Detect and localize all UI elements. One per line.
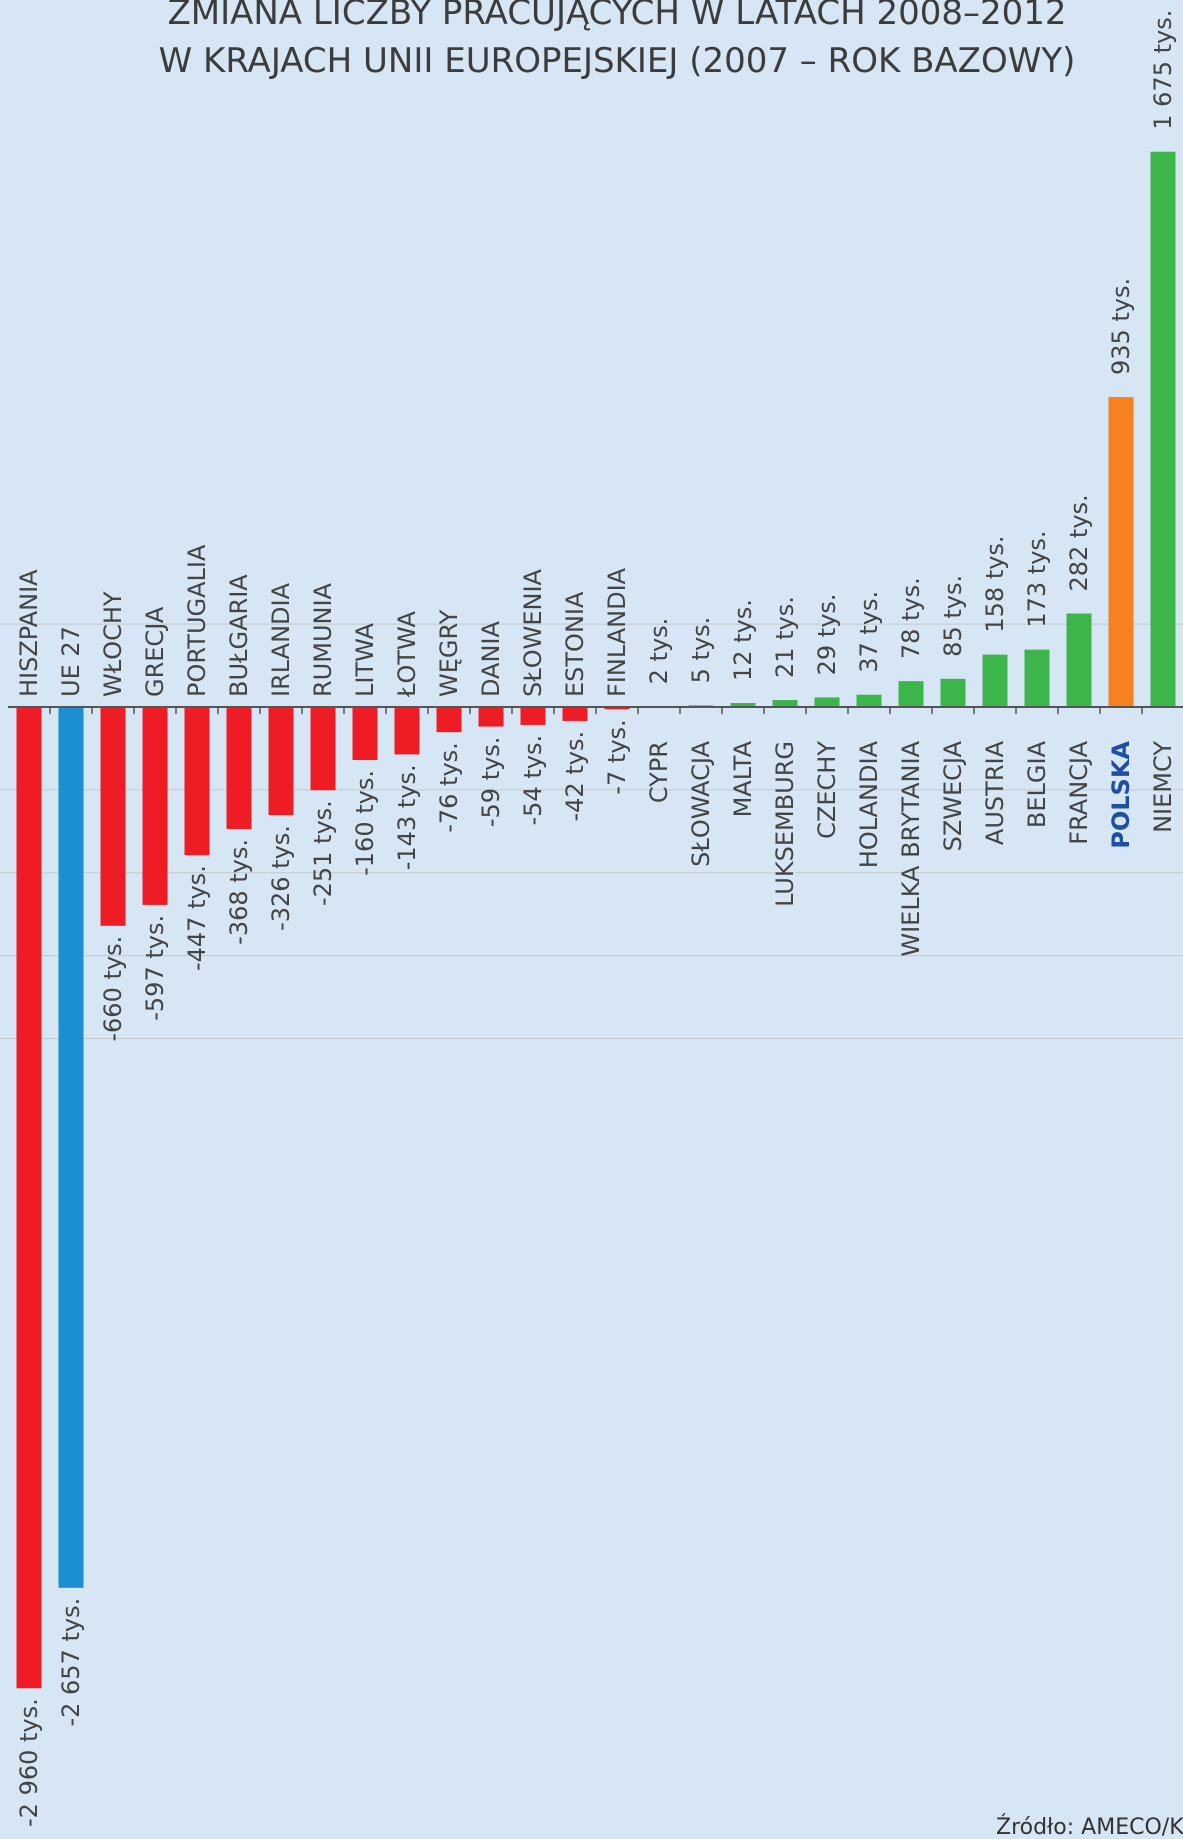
category-label: BELGIA <box>1023 740 1051 828</box>
value-label: 78 tys. <box>897 577 925 659</box>
value-label: 37 tys. <box>855 591 883 673</box>
category-label: WĘGRY <box>435 609 463 697</box>
category-label: MALTA <box>729 740 757 817</box>
bars <box>16 151 1176 1689</box>
value-label: -7 tys. <box>603 719 631 794</box>
value-label: 282 tys. <box>1065 494 1093 591</box>
bar-szwecja <box>940 678 966 707</box>
category-label: BUŁGARIA <box>225 574 253 697</box>
bar-węgry <box>436 707 462 733</box>
bar-holandia <box>856 694 882 707</box>
category-label: RUMUNIA <box>309 582 337 697</box>
value-label: -447 tys. <box>183 865 211 971</box>
value-label: -76 tys. <box>435 742 463 833</box>
category-label: CYPR <box>645 741 673 803</box>
chart-title-line-1: ZMIANA LICZBY PRACUJĄCYCH W LATACH 2008–… <box>167 0 1066 33</box>
category-label: AUSTRIA <box>981 740 1009 845</box>
value-label: -59 tys. <box>477 737 505 828</box>
bar-bułgaria <box>226 707 252 829</box>
value-label: -143 tys. <box>393 764 421 870</box>
category-label: PORTUGALIA <box>183 544 211 697</box>
bar-wielka-brytania <box>898 681 924 707</box>
value-label: -42 tys. <box>561 731 589 822</box>
value-label: -2 657 tys. <box>57 1598 85 1727</box>
value-label: 5 tys. <box>687 617 715 684</box>
value-label: -326 tys. <box>267 825 295 931</box>
bar-luksemburg <box>772 700 798 707</box>
bar-hiszpania <box>16 707 42 1689</box>
category-label: ŁOTWA <box>393 611 421 698</box>
category-label: UE 27 <box>57 626 85 697</box>
value-label: -160 tys. <box>351 770 379 876</box>
category-label: POLSKA <box>1107 741 1135 849</box>
axis-ticks <box>49 707 1143 714</box>
bar-łotwa <box>394 707 420 755</box>
value-label: 173 tys. <box>1023 530 1051 627</box>
value-label: 2 tys. <box>645 618 673 685</box>
bar-polska <box>1108 397 1134 707</box>
bar-ue-27 <box>58 707 84 1588</box>
value-label: 21 tys. <box>771 596 799 678</box>
value-label: -251 tys. <box>309 800 337 906</box>
bar-niemcy <box>1150 151 1176 708</box>
value-label: -368 tys. <box>225 839 253 945</box>
bar-grecja <box>142 707 168 905</box>
category-label: SŁOWENIA <box>519 568 547 697</box>
category-label: DANIA <box>477 620 505 697</box>
value-label: 935 tys. <box>1107 278 1135 375</box>
value-label: 1 675 tys. <box>1149 10 1177 130</box>
chart-title-line-2: W KRAJACH UNII EUROPEJSKIEJ (2007 – ROK … <box>159 41 1076 81</box>
category-label: HISZPANIA <box>15 569 43 697</box>
value-label: -54 tys. <box>519 735 547 826</box>
category-label: IRLANDIA <box>267 582 295 697</box>
bar-malta <box>730 703 756 707</box>
source-note: Źródło: AMECO/K <box>996 1814 1183 1839</box>
category-label: CZECHY <box>813 741 841 839</box>
bar-austria <box>982 654 1008 707</box>
category-label: SŁOWACJA <box>687 740 715 866</box>
bar-portugalia <box>184 707 210 856</box>
category-label: LITWA <box>351 622 379 697</box>
bar-włochy <box>100 707 126 926</box>
bar-belgia <box>1024 649 1050 707</box>
category-label: WIELKA BRYTANIA <box>897 740 925 956</box>
value-label: -2 960 tys. <box>15 1698 43 1827</box>
value-label: -660 tys. <box>99 936 127 1042</box>
bar-estonia <box>562 707 588 721</box>
category-label: HOLANDIA <box>855 740 883 868</box>
bar-słowenia <box>520 707 546 725</box>
bar-finlandia <box>604 707 630 710</box>
category-label: FINLANDIA <box>603 567 631 697</box>
bar-dania <box>478 707 504 727</box>
bar-francja <box>1066 613 1092 707</box>
bar-rumunia <box>310 707 336 791</box>
value-label: 12 tys. <box>729 599 757 681</box>
category-label: NIEMCY <box>1149 741 1177 833</box>
category-label: WŁOCHY <box>99 591 127 697</box>
category-label: GRECJA <box>141 606 169 697</box>
value-label: 85 tys. <box>939 575 967 657</box>
value-label: -597 tys. <box>141 915 169 1021</box>
bar-czechy <box>814 697 840 707</box>
value-label: 29 tys. <box>813 593 841 675</box>
category-label: FRANCJA <box>1065 740 1093 844</box>
labels: HISZPANIA -2 960 tys. UE 27 -2 657 tys. WŁOC… <box>15 10 1177 1827</box>
value-label: 158 tys. <box>981 535 1009 632</box>
bar-irlandia <box>268 707 294 816</box>
category-label: SZWECJA <box>939 740 967 851</box>
bar-litwa <box>352 707 378 761</box>
category-label: ESTONIA <box>561 591 589 697</box>
category-label: LUKSEMBURG <box>771 741 799 907</box>
